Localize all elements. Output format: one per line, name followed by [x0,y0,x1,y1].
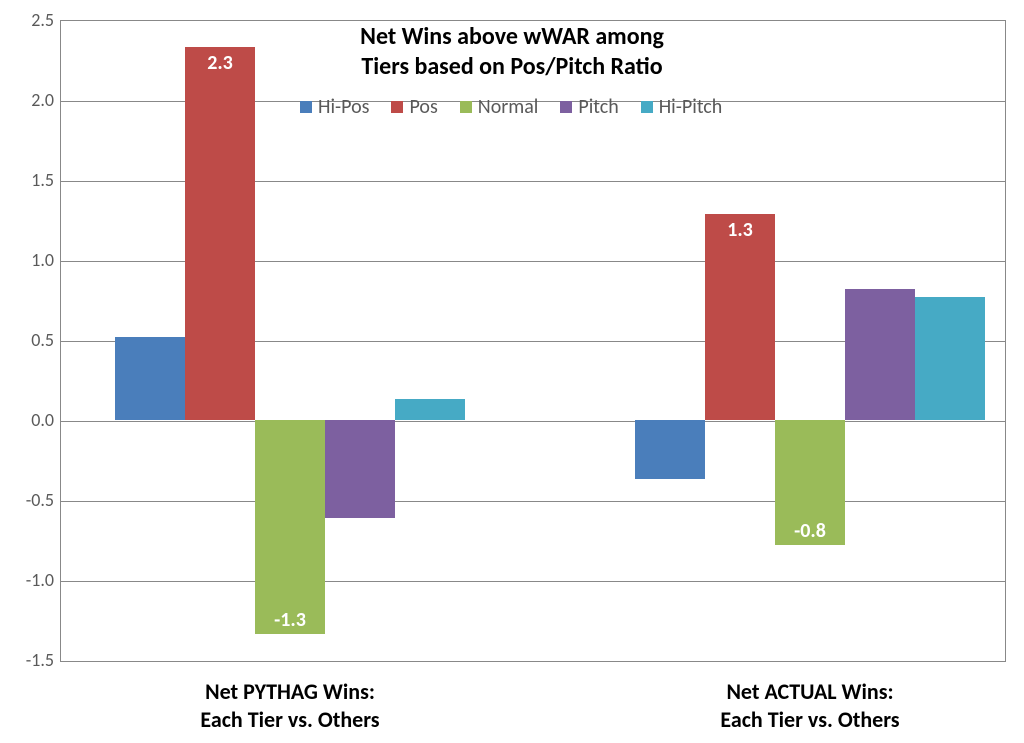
legend-label: Hi-Pitch [659,95,723,119]
bar-value-label: -1.3 [255,608,325,632]
gridline [61,421,1005,422]
bar [915,297,985,420]
legend-swatch [641,101,653,113]
chart-container: -1.5-1.0-0.50.00.51.01.52.02.5Net Wins a… [0,0,1024,743]
chart-title-line1: Net Wins above wWAR among [0,22,1024,51]
bar [115,337,185,420]
legend-swatch [300,101,312,113]
bar-value-label: 1.3 [705,218,775,242]
y-tick-label: 1.0 [4,249,54,271]
bar-value-label: -0.8 [775,519,845,543]
legend-label: Pos [409,95,437,119]
legend-label: Normal [478,95,539,119]
bar [845,289,915,420]
x-label-line1: Net PYTHAG Wins: [90,678,490,705]
y-tick-label: 0.5 [4,329,54,351]
legend-item: Pitch [560,95,618,119]
x-label-line1: Net ACTUAL Wins: [610,678,1010,705]
y-tick-label: -1.0 [4,569,54,591]
bar [705,214,775,420]
bar-value-label: 2.3 [185,51,255,75]
bar [635,420,705,479]
y-tick-label: 2.0 [4,89,54,111]
x-label-line2: Each Tier vs. Others [610,706,1010,733]
y-tick-label: 0.0 [4,409,54,431]
legend-label: Hi-Pos [318,95,369,119]
legend-label: Pitch [578,95,618,119]
legend-swatch [560,101,572,113]
legend-swatch [460,101,472,113]
x-label-line2: Each Tier vs. Others [90,706,490,733]
bar [185,47,255,420]
gridline [61,581,1005,582]
bar [325,420,395,518]
legend-item: Hi-Pitch [641,95,723,119]
legend-item: Hi-Pos [300,95,369,119]
bar [255,420,325,634]
legend-swatch [391,101,403,113]
legend-item: Pos [391,95,437,119]
gridline [61,501,1005,502]
y-tick-label: 1.5 [4,169,54,191]
legend-item: Normal [460,95,539,119]
y-tick-label: -1.5 [4,649,54,671]
chart-title-line2: Tiers based on Pos/Pitch Ratio [0,52,1024,81]
bar [395,399,465,420]
legend: Hi-Pos Pos Normal Pitch Hi-Pitch [300,95,722,119]
y-tick-label: -0.5 [4,489,54,511]
